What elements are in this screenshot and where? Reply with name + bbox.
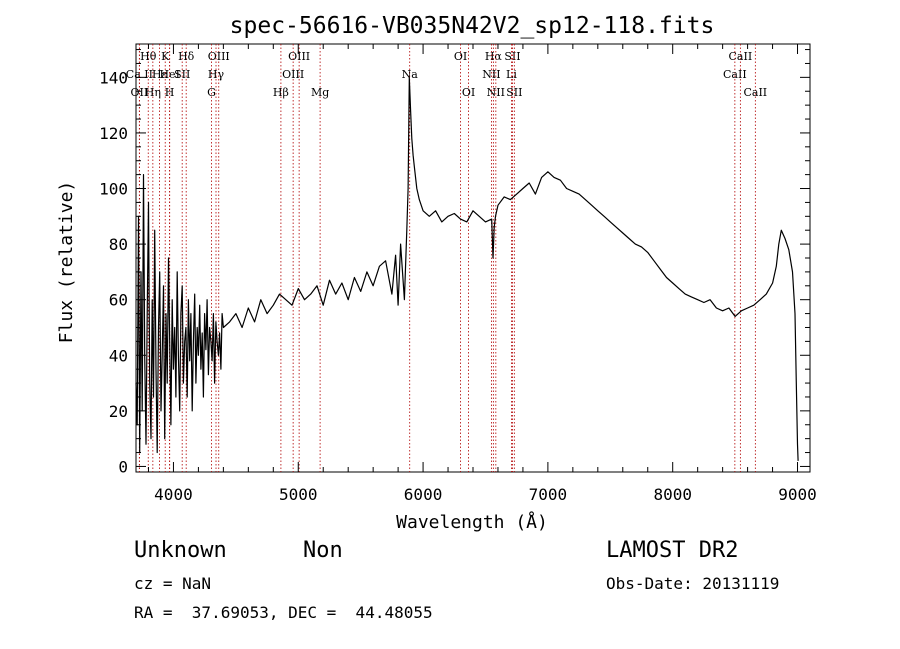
x-tick-label: 4000 xyxy=(154,485,193,504)
spectral-line-label: Mg xyxy=(311,86,329,99)
x-tick-label: 6000 xyxy=(404,485,443,504)
spectral-line-label: Hδ xyxy=(178,50,195,63)
y-tick-label: 140 xyxy=(99,68,128,87)
spectral-line-label: H xyxy=(165,86,175,99)
spectral-line-label: Hβ xyxy=(273,86,289,99)
spectrum-series-line xyxy=(135,76,799,461)
spectral-line-label: Hα xyxy=(485,50,503,63)
y-tick-label: 80 xyxy=(109,235,128,254)
y-tick-label: 20 xyxy=(109,402,128,421)
spectral-line-label: SII xyxy=(506,86,522,99)
object-class: Unknown xyxy=(134,538,227,563)
coordinates: RA = 37.69053, DEC = 44.48055 xyxy=(134,603,433,622)
spectral-line-label: CaII xyxy=(743,86,767,99)
spectral-line-label: Li xyxy=(506,68,517,81)
plot-frame xyxy=(135,43,811,473)
spectral-line-label: OI xyxy=(454,50,467,63)
spectral-line-label: SII xyxy=(174,68,190,81)
x-tick-label: 8000 xyxy=(653,485,692,504)
spectral-line-label: CaII xyxy=(723,68,747,81)
y-tick-label: 120 xyxy=(99,124,128,143)
spectral-line-label: SII xyxy=(504,50,520,63)
spectral-line-label: NII xyxy=(482,68,500,81)
x-tick-label: 5000 xyxy=(279,485,318,504)
survey-name: LAMOST DR2 xyxy=(606,538,739,563)
chart-title: spec-56616-VB035N42V2_sp12-118.fits xyxy=(230,13,715,39)
spectral-line-label: OIII xyxy=(208,50,230,63)
spectral-line-label: K xyxy=(161,50,170,63)
x-tick-label: 7000 xyxy=(529,485,568,504)
spectral-line-label: Ca II xyxy=(126,68,153,81)
y-tick-label: 60 xyxy=(109,291,128,310)
spectral-line-label: Hθ xyxy=(140,50,157,63)
spectral-line-label: Hη xyxy=(145,86,161,99)
spectral-line-label: CaII xyxy=(729,50,753,63)
spectral-line-label: G xyxy=(207,86,216,99)
spectral-line-label: OIII xyxy=(282,68,304,81)
x-tick-label: 9000 xyxy=(778,485,817,504)
y-axis-label: Flux (relative) xyxy=(56,181,77,344)
object-subclass: Non xyxy=(303,538,343,563)
x-axis-label: Wavelength (Å) xyxy=(396,511,548,533)
y-tick-label: 40 xyxy=(109,346,128,365)
redshift-value: cz = NaN xyxy=(134,574,212,593)
spectral-line-label: OII xyxy=(131,86,149,99)
spectral-line-label: NII xyxy=(487,86,505,99)
obs-date: Obs-Date: 20131119 xyxy=(606,574,780,593)
y-tick-label: 0 xyxy=(118,457,128,476)
spectral-line-label: OI xyxy=(462,86,475,99)
spectral-line-label: Na xyxy=(402,68,419,81)
spectral-line-label: Hγ xyxy=(208,68,225,81)
spectral-line-label: Hε xyxy=(152,68,168,81)
spectral-line-label: OIII xyxy=(288,50,310,63)
y-tick-label: 100 xyxy=(99,180,128,199)
spectral-line-label: HeI xyxy=(159,68,179,81)
